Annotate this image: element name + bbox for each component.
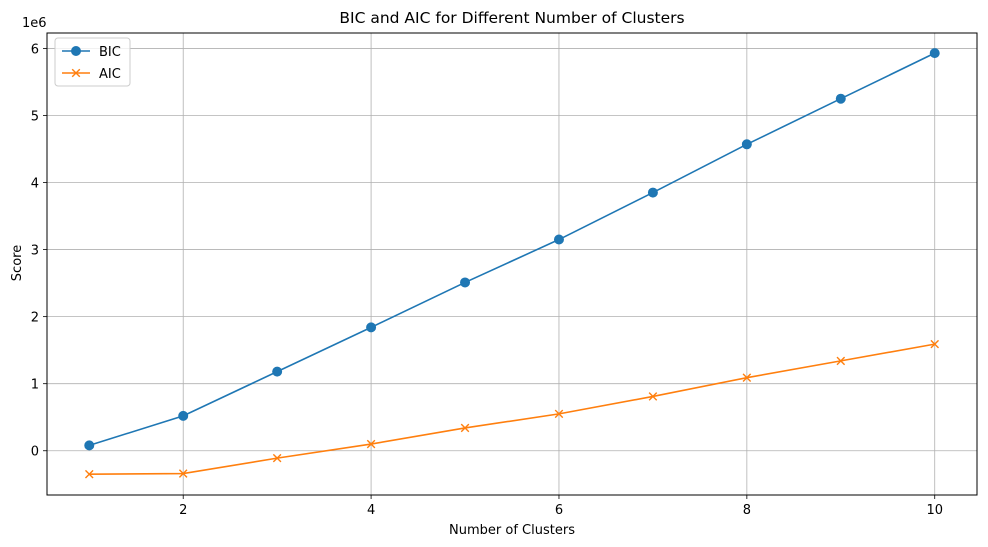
aic-point bbox=[648, 392, 658, 401]
y-tick-label: 3 bbox=[31, 244, 39, 259]
legend-marker bbox=[71, 46, 81, 56]
bic-point bbox=[366, 322, 377, 333]
legend-label: AIC bbox=[99, 67, 121, 82]
legend-marker bbox=[71, 68, 81, 78]
aic-point bbox=[178, 469, 188, 478]
y-tick-label: 5 bbox=[31, 109, 39, 124]
series-aic bbox=[84, 339, 940, 479]
bic-point bbox=[553, 234, 564, 245]
bic-point bbox=[835, 93, 846, 104]
bic-point bbox=[647, 187, 658, 198]
legend-label: BIC bbox=[99, 45, 121, 60]
aic-line bbox=[89, 343, 935, 476]
aic-point bbox=[366, 439, 376, 449]
legend: BIC AIC bbox=[54, 37, 131, 87]
y-tick-label: 0 bbox=[31, 445, 39, 460]
x-tick-label: 2 bbox=[179, 503, 187, 518]
aic-point bbox=[460, 423, 470, 433]
grid bbox=[47, 33, 977, 495]
legend-item-aic: AIC bbox=[62, 67, 121, 82]
y-tick-label: 1 bbox=[31, 378, 39, 393]
series-layer bbox=[84, 48, 940, 479]
plot-frame bbox=[46, 32, 978, 496]
bic-point bbox=[178, 410, 189, 421]
bic-line bbox=[89, 52, 936, 447]
aic-point bbox=[272, 453, 282, 463]
x-axis-title: Number of Clusters bbox=[449, 523, 575, 538]
aic-point bbox=[742, 373, 752, 382]
bic-point bbox=[741, 139, 752, 150]
x-tick-label: 6 bbox=[555, 503, 563, 518]
bic-point bbox=[272, 366, 283, 377]
aic-point bbox=[930, 339, 940, 349]
ticks: 2 4 6 8 10 0 1 2 3 4 5 6 bbox=[31, 42, 943, 518]
aic-point bbox=[84, 469, 94, 479]
aic-point bbox=[836, 356, 846, 366]
bic-point bbox=[929, 48, 940, 59]
x-tick-label: 4 bbox=[367, 503, 375, 518]
y-tick-label: 2 bbox=[31, 311, 39, 326]
bic-point bbox=[460, 277, 471, 288]
y-axis-offset-label: 1e6 bbox=[22, 16, 47, 31]
y-axis-title: Score bbox=[10, 245, 25, 281]
x-tick-label: 8 bbox=[743, 503, 751, 518]
chart-title: BIC and AIC for Different Number of Clus… bbox=[339, 9, 684, 27]
x-tick-label: 10 bbox=[926, 503, 943, 518]
y-tick-label: 6 bbox=[31, 42, 39, 57]
aic-point bbox=[554, 409, 564, 419]
y-tick-label: 4 bbox=[31, 177, 39, 192]
bic-point bbox=[84, 440, 95, 451]
legend-item-bic: BIC bbox=[62, 45, 121, 60]
series-bic bbox=[84, 48, 940, 451]
